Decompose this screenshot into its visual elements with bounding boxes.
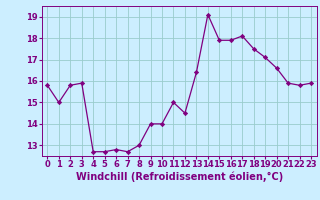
X-axis label: Windchill (Refroidissement éolien,°C): Windchill (Refroidissement éolien,°C)	[76, 172, 283, 182]
